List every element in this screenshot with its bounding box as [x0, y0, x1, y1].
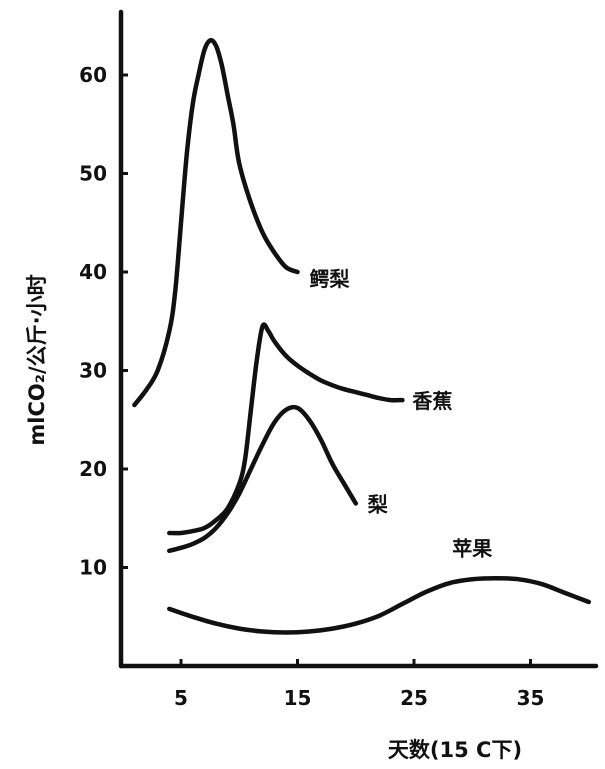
series-line — [132, 38, 300, 408]
series-label: 梨 — [368, 492, 389, 516]
x-tick-label: 15 — [284, 686, 312, 710]
series-line — [167, 576, 592, 635]
x-tick-label: 5 — [174, 686, 188, 710]
series-line — [167, 404, 359, 554]
series-label: 苹果 — [452, 537, 492, 561]
series-label: 香蕉 — [412, 389, 452, 413]
x-axis-label: 天数(15 C下) — [388, 738, 522, 762]
y-tick-label: 20 — [79, 457, 107, 481]
x-tick-label: 25 — [400, 686, 428, 710]
y-tick-label: 40 — [79, 260, 107, 284]
y-tick-label: 50 — [79, 162, 107, 186]
series-label: 鳄梨 — [310, 267, 351, 291]
x-tick-label: 35 — [517, 686, 545, 710]
y-tick-label: 10 — [79, 556, 107, 580]
series-line — [167, 322, 405, 536]
y-tick-label: 60 — [79, 63, 107, 87]
y-tick-label: 30 — [79, 359, 107, 383]
y-axis-label: mlCO₂/公斤·小时 — [25, 274, 49, 445]
